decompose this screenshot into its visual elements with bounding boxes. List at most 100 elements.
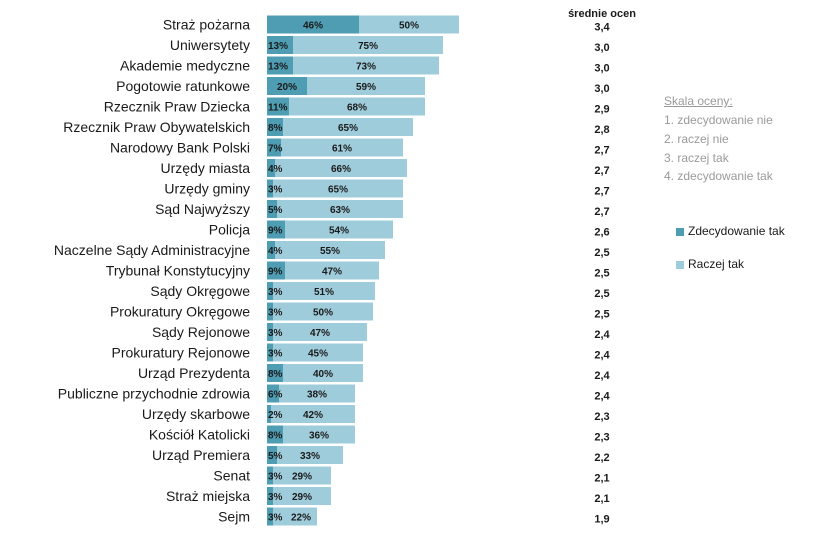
data-label-raczej-tak: 47% (310, 328, 330, 339)
data-label-raczej-tak: 63% (330, 205, 350, 216)
data-label-raczej-tak: 65% (328, 185, 348, 196)
data-label-raczej-tak: 40% (313, 369, 333, 380)
data-label-raczej-tak: 54% (329, 226, 349, 237)
bar-raczej-tak (283, 118, 413, 136)
data-label-zdecydowanie-tak: 3% (268, 349, 283, 360)
bar-raczej-tak (275, 241, 385, 259)
legend-swatch-strong (676, 228, 684, 236)
bar-zdecydowanie-tak (267, 36, 293, 54)
bar-zdecydowanie-tak (267, 405, 271, 423)
data-label-raczej-tak: 33% (300, 451, 320, 462)
category-label: Prokuratury Okręgowe (110, 304, 250, 320)
bar-raczej-tak (277, 446, 343, 464)
data-label-raczej-tak: 38% (307, 390, 327, 401)
category-label: Akademie medyczne (120, 58, 250, 74)
bar-zdecydowanie-tak (267, 56, 293, 75)
data-label-raczej-tak: 55% (320, 246, 340, 257)
bar-raczej-tak (285, 220, 393, 239)
bar-zdecydowanie-tak (267, 487, 273, 505)
scale-title: Skala oceny: (664, 94, 733, 108)
scale-item: 3. raczej tak (664, 151, 729, 165)
scale-item: 2. raczej nie (664, 132, 729, 146)
average-score: 2,1 (594, 473, 609, 485)
bar-raczej-tak (273, 466, 331, 485)
average-score: 3,4 (594, 22, 610, 34)
average-score: 2,4 (594, 329, 610, 341)
bar-raczej-tak (289, 97, 425, 116)
data-label-zdecydowanie-tak: 46% (303, 21, 323, 32)
average-score: 2,5 (594, 309, 609, 321)
data-label-zdecydowanie-tak: 13% (268, 62, 288, 73)
average-score: 2,4 (594, 350, 610, 362)
category-label: Sąd Najwyższy (155, 201, 250, 217)
bar-raczej-tak (273, 179, 403, 198)
category-label: Urzędy skarbowe (142, 406, 250, 422)
bar-zdecydowanie-tak (267, 507, 273, 526)
data-label-raczej-tak: 29% (292, 472, 312, 483)
average-score: 3,0 (594, 42, 609, 54)
data-label-zdecydowanie-tak: 3% (268, 328, 283, 339)
bar-raczej-tak (273, 343, 363, 362)
bar-raczej-tak (271, 405, 355, 423)
bar-zdecydowanie-tak (267, 343, 273, 362)
bar-raczej-tak (273, 323, 367, 341)
average-score: 2,9 (594, 104, 609, 116)
category-label: Prokuratury Rejonowe (111, 345, 250, 361)
average-score: 2,4 (594, 370, 610, 382)
data-label-zdecydowanie-tak: 11% (268, 103, 288, 114)
average-score: 2,6 (594, 227, 609, 239)
data-label-raczej-tak: 59% (356, 82, 376, 93)
data-label-raczej-tak: 42% (303, 410, 323, 421)
category-label: Rzecznik Praw Obywatelskich (63, 119, 250, 135)
data-label-zdecydowanie-tak: 3% (268, 185, 283, 196)
category-label: Senat (213, 468, 250, 484)
bar-raczej-tak (273, 487, 331, 505)
data-label-raczej-tak: 47% (322, 267, 342, 278)
category-label: Urząd Premiera (152, 447, 250, 463)
bar-zdecydowanie-tak (267, 118, 283, 136)
data-label-zdecydowanie-tak: 5% (268, 205, 283, 216)
bar-zdecydowanie-tak (267, 241, 275, 259)
bar-raczej-tak (273, 302, 373, 321)
average-score: 2,7 (594, 165, 609, 177)
data-label-zdecydowanie-tak: 8% (268, 431, 283, 442)
average-score: 2,4 (594, 391, 610, 403)
averages-header: średnie ocen (568, 8, 636, 20)
data-label-raczej-tak: 45% (308, 349, 328, 360)
data-label-raczej-tak: 75% (358, 41, 378, 52)
bar-raczej-tak (283, 425, 355, 444)
bar-zdecydowanie-tak (267, 220, 285, 239)
bar-raczej-tak (293, 56, 439, 75)
bar-zdecydowanie-tak (267, 364, 283, 382)
data-label-zdecydowanie-tak: 3% (268, 287, 283, 298)
category-label: Uniwersytety (170, 37, 250, 53)
data-label-raczej-tak: 68% (347, 103, 367, 114)
scale-item: 4. zdecydowanie tak (664, 169, 773, 183)
bar-raczej-tak (273, 507, 317, 526)
category-label: Naczelne Sądy Administracyjne (54, 242, 250, 258)
data-label-raczej-tak: 66% (331, 164, 351, 175)
bar-raczej-tak (359, 15, 459, 34)
data-label-raczej-tak: 36% (309, 431, 329, 442)
bar-raczej-tak (293, 36, 443, 54)
data-label-raczej-tak: 51% (314, 287, 334, 298)
average-score: 2,5 (594, 247, 609, 259)
category-label: Kościół Katolicki (149, 427, 250, 443)
average-score: 2,1 (594, 493, 609, 505)
category-label: Pogotowie ratunkowe (116, 78, 250, 94)
average-score: 2,7 (594, 145, 609, 157)
average-score: 3,0 (594, 63, 609, 75)
category-label: Straż miejska (166, 488, 250, 504)
data-label-zdecydowanie-tak: 7% (268, 144, 283, 155)
data-label-zdecydowanie-tak: 20% (277, 82, 297, 93)
bar-raczej-tak (273, 282, 375, 300)
data-label-zdecydowanie-tak: 9% (268, 226, 283, 237)
data-label-raczej-tak: 29% (292, 492, 312, 503)
data-label-raczej-tak: 50% (313, 308, 333, 319)
average-score: 2,5 (594, 268, 609, 280)
category-label: Publiczne przychodnie zdrowia (58, 386, 250, 402)
bar-zdecydowanie-tak (267, 302, 273, 321)
bar-zdecydowanie-tak (267, 282, 273, 300)
bar-raczej-tak (307, 77, 425, 95)
